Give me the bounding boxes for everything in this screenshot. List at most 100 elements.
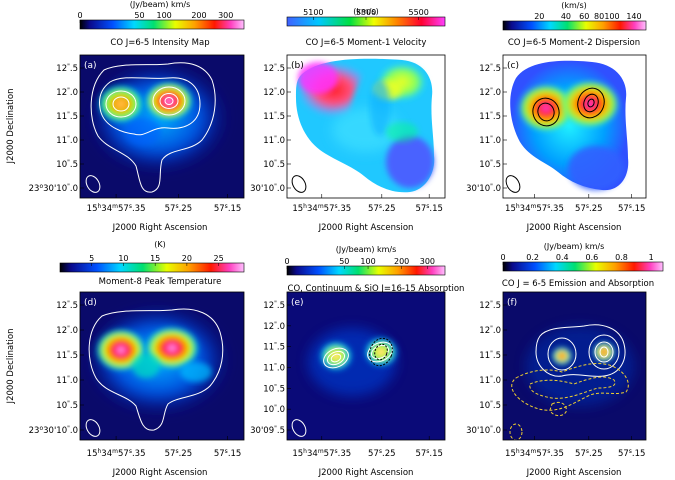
yticks-c: 12".5 12".0 11".5 11".0 10".5 30'10".0	[466, 63, 507, 195]
contours-d	[85, 308, 224, 437]
colorbar-unit-d: (K)	[154, 240, 166, 249]
ytick-label: 12".5	[263, 63, 285, 75]
panel-title-c: CO J=6-5 Moment-2 Dispersion	[508, 38, 640, 48]
panel-label-b: (b)	[291, 61, 304, 71]
colorbar-tick-label: 1	[649, 253, 654, 262]
panel-label-a: (a)	[84, 61, 97, 71]
colorbar-tick-label: 25	[214, 254, 224, 263]
yticks-f: 12".5 12".0 11".5 11".0 10".5 30'10".0	[466, 300, 507, 436]
colorbar-tick-label: 100	[360, 257, 375, 266]
xtick-label: 57s.15	[618, 203, 646, 215]
xticks-f: 15h34m57s.35 57s.25 57s.15	[505, 436, 645, 459]
colorbar-tick-label: 60	[579, 12, 589, 21]
yticks-d: 12".5 12".0 11".5 11".0 10".5 23o30'10".0	[29, 300, 84, 437]
colorbar-tick-label: 20	[534, 12, 544, 21]
xtick-label: 57s.15	[618, 448, 646, 460]
panel-title-a: CO J=6-5 Intensity Map	[110, 38, 209, 48]
ytick-label: 11".5	[56, 111, 78, 123]
colorbar-tick-label: 0.8	[615, 253, 628, 262]
contours-c	[505, 87, 605, 193]
panel-f: (Jy/beam) km/s 0 0.2 0.4 0.6 0.8 1 CO J = 6-5…	[466, 242, 664, 478]
xlabel-f: J2000 Right Ascension	[526, 468, 622, 478]
colorbar-tick-label: 0	[77, 11, 82, 20]
map-d	[80, 292, 244, 440]
xlabel-a: J2000 Right Ascension	[112, 223, 208, 233]
colorbar-tick-label: 0	[284, 257, 289, 266]
ylabel-bottom: J2000 Declination	[6, 329, 16, 405]
colorbar-c: (km/s) 20 40 60 80 100 140	[502, 1, 647, 31]
ytick-label: 10".5	[479, 159, 501, 171]
ytick-label: 12".0	[479, 87, 501, 99]
xtick-label: 15h34m57s.35	[87, 203, 146, 215]
ytick-label: 10".5	[479, 400, 501, 412]
colorbar-unit-b: (km/s)	[353, 7, 379, 16]
frame-a	[79, 54, 245, 199]
colorbar-strip-d	[59, 262, 245, 273]
xticks-a: 15h34m57s.35 57s.25 57s.15	[87, 194, 241, 215]
ytick-label: 23o30'10".0	[29, 425, 78, 437]
xticks-e: 15h34m57s.35 57s.25 57s.15	[292, 436, 443, 459]
colorbar-d: (K) 5 10 15 20 25	[59, 240, 245, 273]
panel-title-f: CO J = 6-5 Emission and Absorption	[502, 279, 654, 289]
colorbar-unit-e: (Jy/beam) km/s	[336, 245, 397, 254]
xticks-c: 15h34m57s.35 57s.25 57s.15	[505, 194, 645, 214]
colorbar-strip-f	[502, 261, 664, 272]
contours-f	[509, 324, 629, 440]
ytick-label: 12".0	[479, 325, 501, 337]
colorbar-e: (Jy/beam) km/s 0 50 100 200 300	[284, 245, 446, 276]
map-b	[287, 55, 445, 198]
panel-title-e: CO, Continuum & SiO J=16-15 Absorption	[288, 284, 465, 294]
colorbar-tick-label: 50	[134, 11, 144, 20]
colorbar-tick-label: 50	[339, 257, 349, 266]
panel-label-f: (f)	[507, 298, 517, 308]
ytick-label: 11".0	[56, 135, 78, 147]
colorbar-b: (km/s) 5100 5300 5500	[286, 7, 446, 27]
ytick-label: 10".5	[56, 159, 78, 171]
xlabel-c: J2000 Right Ascension	[526, 223, 622, 233]
panel-label-d: (d)	[84, 298, 97, 308]
ytick-label: 11".5	[263, 111, 285, 123]
contours-e	[291, 337, 393, 437]
colorbar-f: (Jy/beam) km/s 0 0.2 0.4 0.6 0.8 1	[500, 242, 664, 272]
colorbar-unit-a: (Jy/beam) km/s	[130, 0, 191, 9]
colorbar-tick-label: 0	[500, 253, 505, 262]
ytick-label: 12".5	[56, 300, 78, 312]
colorbar-tick-label: 140	[626, 12, 641, 21]
xtick-label: 15h34m57s.35	[292, 448, 351, 460]
ytick-label: 11".0	[263, 135, 285, 147]
xtick-label: 15h34m57s.35	[505, 203, 564, 215]
ytick-label: 30'10".0	[466, 183, 501, 195]
ytick-label: 10".5	[263, 383, 285, 395]
colorbar-tick-label: 0.4	[556, 253, 569, 262]
xtick-label: 57s.25	[165, 448, 193, 460]
ytick-label: 10".5	[263, 159, 285, 171]
xtick-label: 57s.25	[575, 448, 603, 460]
map-c	[503, 55, 646, 198]
beam-b	[291, 175, 307, 193]
ytick-label: 12".5	[479, 300, 501, 312]
ytick-label: 10".0	[263, 404, 285, 416]
colorbar-tick-label: 300	[420, 257, 435, 266]
ylabel-top: J2000 Declination	[6, 89, 16, 165]
ytick-label: 12".5	[263, 300, 285, 312]
xlabel-e: J2000 Right Ascension	[318, 468, 414, 478]
ytick-label: 11".5	[479, 350, 501, 362]
colorbar-ticks-d: 5 10 15 20 25	[89, 254, 224, 266]
ytick-label: 11".0	[56, 375, 78, 387]
panel-label-c: (c)	[507, 61, 519, 71]
contours-a	[85, 62, 216, 193]
frame-d	[79, 291, 245, 441]
map-f	[503, 292, 646, 440]
colorbar-strip-c	[502, 20, 647, 31]
colorbar-tick-label: 80	[594, 12, 604, 21]
panel-e: (Jy/beam) km/s 0 50 100 200 300 CO, Continuu…	[250, 245, 464, 478]
frame-f	[502, 291, 647, 441]
ytick-label: 11".0	[479, 375, 501, 387]
colorbar-tick-label: 10	[118, 254, 128, 263]
ytick-label: 12".5	[479, 63, 501, 75]
panel-d: (K) 5 10 15 20 25 Moment-8 Peak Temperature …	[29, 240, 245, 478]
xtick-label: 57s.15	[214, 448, 242, 460]
colorbar-tick-label: 0.2	[526, 253, 539, 262]
ytick-label: 10".5	[56, 400, 78, 412]
panel-title-b: CO J=6-5 Moment-1 Velocity	[306, 38, 427, 48]
